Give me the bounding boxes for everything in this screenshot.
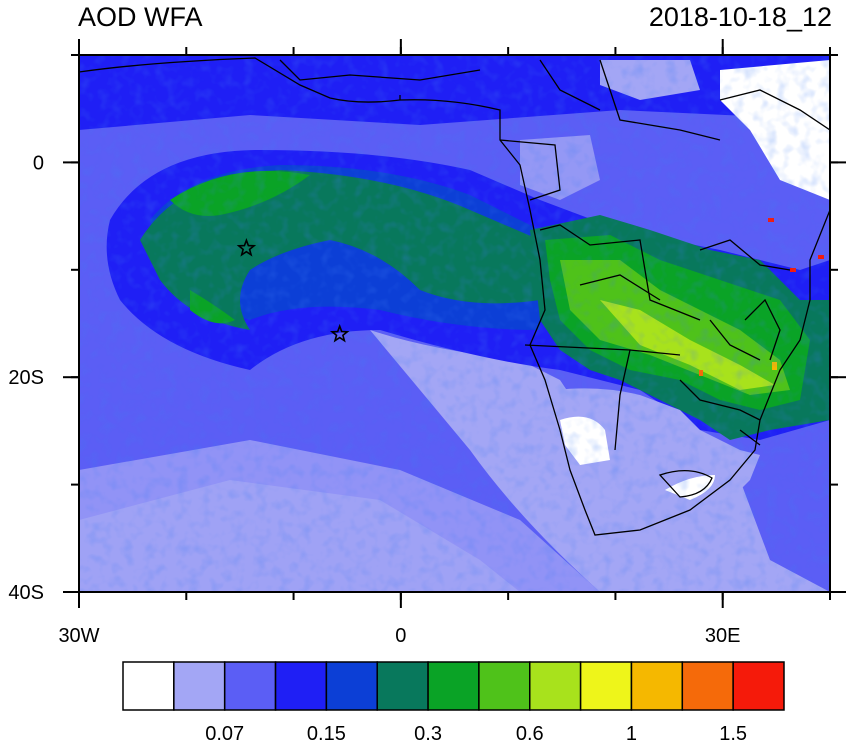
colorbar-label: 1 [626, 723, 637, 745]
colorbar: 0.07 0.15 0.3 0.6 1 1.5 [122, 661, 785, 745]
colorbar-swatch [579, 661, 633, 711]
colorbar-label: 0.07 [205, 723, 244, 745]
colorbar-swatch [376, 661, 429, 711]
colorbar-swatch [529, 661, 582, 711]
colorbar-swatch [325, 661, 378, 711]
x-tick-label: 30E [705, 625, 741, 647]
colorbar-swatch [173, 661, 226, 711]
colorbar-swatch [274, 661, 328, 711]
axes: 30W 0 30E 0 20S 40S [8, 39, 846, 647]
colorbar-swatch [630, 661, 684, 711]
x-tick-label: 0 [395, 625, 406, 647]
colorbar-label: 0.6 [516, 723, 544, 745]
colorbar-swatch [732, 661, 785, 711]
colorbar-label: 1.5 [719, 723, 747, 745]
map-timestamp: 2018-10-18_12 [648, 2, 832, 32]
star-1-marker-icon [236, 238, 257, 257]
x-tick-label: 30W [58, 625, 99, 647]
y-tick-label: 0 [33, 152, 44, 174]
y-tick-label: 20S [8, 367, 44, 389]
star-2-marker-icon [329, 323, 350, 343]
map-title: AOD WFA [78, 2, 203, 32]
y-tick-label: 40S [8, 582, 44, 604]
site-markers [236, 238, 350, 343]
colorbar-label: 0.3 [414, 723, 442, 745]
colorbar-swatch [478, 661, 531, 711]
colorbar-label: 0.15 [307, 723, 346, 745]
colorbar-swatch [122, 661, 175, 711]
plot-frame [78, 54, 831, 593]
colorbar-swatch [427, 661, 480, 711]
coastlines [79, 57, 830, 536]
aod-field [79, 55, 830, 592]
colorbar-swatch [681, 661, 734, 711]
colorbar-swatch [223, 661, 277, 711]
